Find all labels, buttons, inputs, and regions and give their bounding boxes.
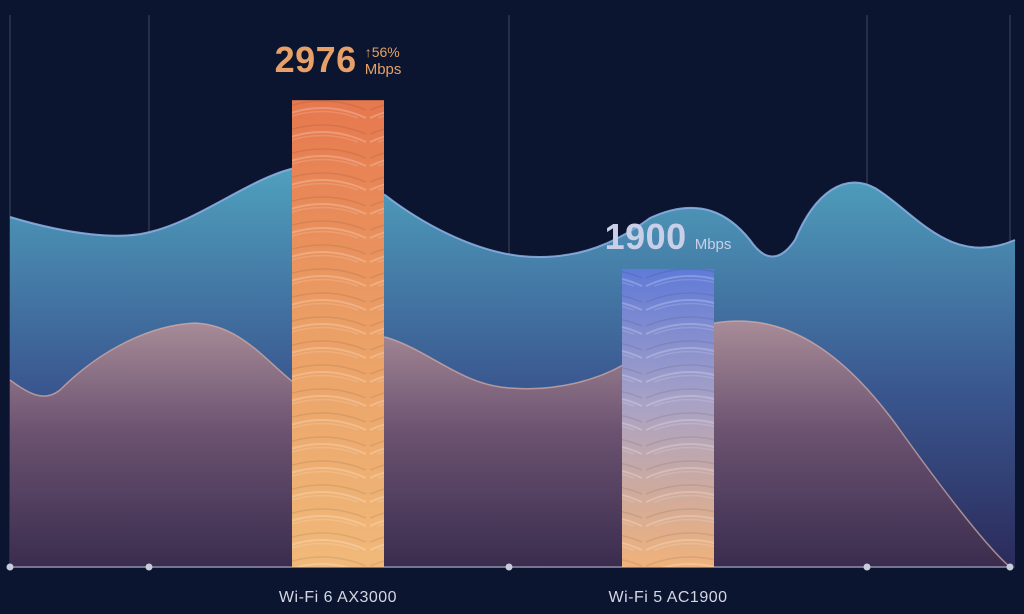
wifi5-speed-value: 1900 <box>604 215 687 257</box>
x-axis-dots <box>6 563 1014 571</box>
wifi6-value-label: 2976 ↑56% Mbps <box>274 39 402 81</box>
axis-dot <box>145 563 153 571</box>
axis-dot <box>505 563 513 571</box>
background-wave-brown-edge <box>9 320 1011 568</box>
wifi6-speed-value: 2976 <box>274 39 357 81</box>
background-wave-blue-edge <box>9 166 1016 258</box>
axis-dot <box>863 563 871 571</box>
category-label-wifi5: Wi-Fi 5 AC1900 <box>608 589 728 606</box>
axis-dot <box>1006 563 1014 571</box>
category-label-wifi6: Wi-Fi 6 AX3000 <box>278 589 398 606</box>
wifi6-increase-label: ↑56% <box>364 44 400 61</box>
wifi5-value-label: 1900 Mbps <box>604 215 732 257</box>
wifi6-unit-stack: ↑56% Mbps <box>365 44 402 78</box>
bar-wifi6-texture <box>292 100 384 567</box>
bars <box>292 100 714 567</box>
bar-wifi5-texture <box>622 268 714 567</box>
axis-dot <box>6 563 14 571</box>
background-wave-brown <box>10 320 1010 568</box>
wifi5-unit-label: Mbps <box>694 235 732 253</box>
wifi6-unit-label: Mbps <box>364 61 402 79</box>
